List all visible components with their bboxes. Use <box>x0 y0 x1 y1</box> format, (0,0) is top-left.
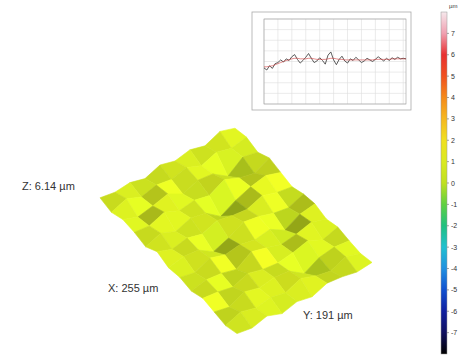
colorbar-tick-label: -2 <box>451 222 457 229</box>
grid-line <box>264 93 406 94</box>
colorbar-tick <box>447 33 449 34</box>
background <box>0 0 465 363</box>
colorbar-tick <box>447 97 449 98</box>
inset-frame <box>252 12 411 110</box>
colorbar-tick-label: 4 <box>451 94 455 101</box>
inset-lines <box>264 52 406 70</box>
colorbar-tick-label: 1 <box>451 158 455 165</box>
surface-cell <box>226 312 252 334</box>
surface-cell <box>111 199 137 220</box>
x-label: X: 255 µm <box>108 282 158 294</box>
y-label: Y: 191 µm <box>303 309 353 321</box>
inset-plot-frame <box>264 19 406 104</box>
colorbar-tick-label: 2 <box>451 137 455 144</box>
colorbar <box>441 12 447 354</box>
colorbar-tick <box>447 140 449 141</box>
colorbar-tick <box>447 118 449 119</box>
colorbar-unit: µm <box>449 3 457 9</box>
colorbar-tick-label: 5 <box>451 73 455 80</box>
grid-line <box>264 40 406 41</box>
colorbar-tick <box>447 225 449 226</box>
inset-grid <box>264 19 406 104</box>
profile-line <box>264 52 406 70</box>
colorbar-tick <box>447 54 449 55</box>
colorbar-tick-label: -7 <box>451 329 457 336</box>
surface <box>100 128 372 333</box>
grid-line <box>264 72 406 73</box>
colorbar-tick <box>447 183 449 184</box>
colorbar-tick-label: 3 <box>451 115 455 122</box>
colorbar-tick <box>447 289 449 290</box>
colorbar-tick <box>447 204 449 205</box>
colorbar-tick <box>447 76 449 77</box>
colorbar-tick <box>447 161 449 162</box>
colorbar-tick-label: -5 <box>451 286 457 293</box>
colorbar-tick-label: -3 <box>451 244 457 251</box>
surface-cell <box>146 233 172 252</box>
colorbar-tick-label: 6 <box>451 51 455 58</box>
grid-line <box>264 29 406 30</box>
colorbar-tick <box>447 268 449 269</box>
colorbar-tick <box>447 332 449 333</box>
grid-line <box>264 50 406 51</box>
grid-line <box>264 82 406 83</box>
colorbar-tick <box>447 247 449 248</box>
colorbar-tick-label: 0 <box>451 180 455 187</box>
colorbar-tick <box>447 311 449 312</box>
colorbar-tick-label: -6 <box>451 308 457 315</box>
profile-line <box>264 58 406 66</box>
page: Z: 6.14 µm X: 255 µm Y: 191 µm µm -7 -6 -5 -4 -3… <box>0 0 465 363</box>
colorbar-tick-label: -1 <box>451 201 457 208</box>
z-label: Z: 6.14 µm <box>22 180 75 192</box>
colorbar-tick-label: 7 <box>451 30 455 37</box>
colorbar-tick-label: -4 <box>451 265 457 272</box>
